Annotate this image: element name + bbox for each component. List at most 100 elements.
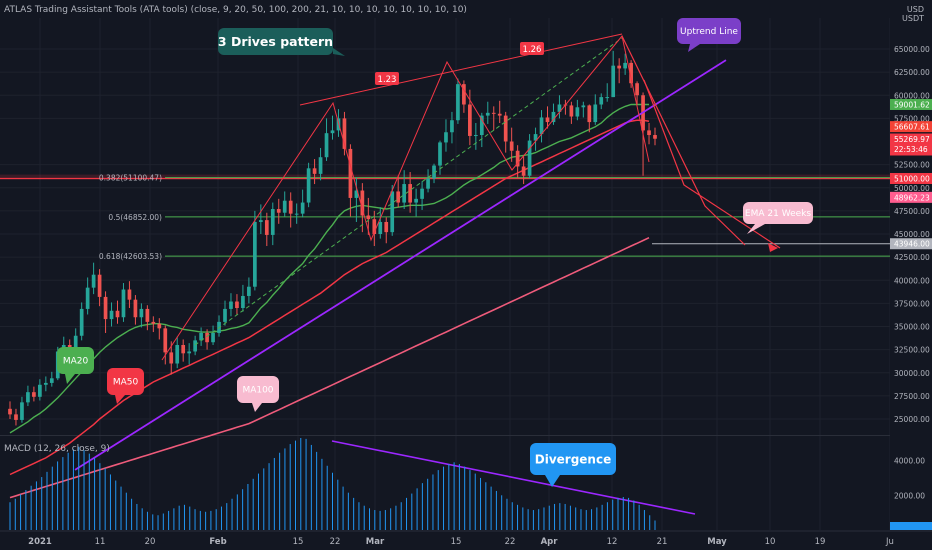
candle-body — [97, 274, 102, 297]
candle-body — [390, 191, 395, 233]
candle-body — [91, 274, 96, 288]
candle-body — [151, 321, 156, 324]
ma50-callout-tail — [115, 395, 125, 404]
candle-body — [169, 352, 174, 364]
three-drives-callout-tail — [333, 48, 345, 56]
macd-tick-label: 4000.00 — [894, 457, 925, 466]
candle-body — [491, 112, 496, 114]
candle-body — [396, 191, 401, 203]
x-tick-label: 15 — [293, 537, 304, 547]
candle-body — [426, 178, 430, 189]
drives-dashed-line — [194, 37, 623, 346]
y-tick-label: 57500.00 — [894, 114, 930, 123]
divergence-callout-bg — [530, 443, 616, 475]
candle-body — [103, 296, 108, 320]
candle-body — [551, 111, 556, 123]
price-badge — [890, 121, 932, 133]
candle-body — [414, 198, 418, 203]
candle-body — [193, 340, 197, 352]
candle-body — [115, 310, 120, 318]
three-drives-callout-bg — [218, 28, 333, 55]
candle-body — [294, 213, 299, 215]
candle-body — [330, 130, 335, 134]
ema21w-callout-bg — [743, 202, 813, 224]
candle-body — [223, 308, 227, 322]
x-tick-label: 21 — [657, 537, 668, 547]
axis-bg — [890, 0, 932, 550]
candle-body — [497, 113, 502, 116]
candle-body — [26, 392, 30, 403]
candle-body — [617, 65, 622, 69]
candle-body — [211, 332, 215, 343]
fib-label: 0.382(51100.47) — [99, 174, 162, 183]
candle-body — [163, 328, 168, 353]
three-drives-callout-text: 3 Drives pattern — [218, 34, 333, 49]
x-tick-label: 20 — [145, 537, 156, 547]
ma100-line — [9, 236, 650, 499]
candle-body — [127, 289, 132, 300]
candle-body — [456, 84, 460, 121]
divergence-callout: Divergence — [530, 443, 616, 487]
ma20-line — [9, 103, 649, 434]
candle-body — [229, 301, 233, 309]
y-tick-label: 50000.00 — [894, 184, 930, 193]
y-tick-label: 60000.00 — [894, 91, 930, 100]
candle-body — [133, 299, 138, 318]
ratio-label-text: 1.23 — [378, 75, 397, 85]
annotations: 3 Drives pattern Uptrend Line EMA 21 Weeks… — [57, 18, 813, 487]
price-badge-text: 51000.00 — [894, 175, 930, 184]
candle-body — [276, 209, 281, 213]
candle-body — [157, 323, 162, 329]
candle-body — [384, 221, 389, 233]
ma50-callout: MA50 — [107, 368, 144, 404]
price-badge-text: 56607.61 — [894, 123, 930, 132]
candle-body — [378, 221, 383, 234]
ratio-label: 1.23 — [375, 72, 399, 85]
candle-body — [521, 166, 526, 176]
candle-body — [38, 384, 42, 397]
x-tick-label: 15 — [451, 537, 462, 547]
ratio-label-bg — [375, 72, 399, 85]
divergence-callout-text: Divergence — [535, 452, 611, 466]
x-tick-label: Apr — [541, 537, 559, 547]
y-tick-label: 52500.00 — [894, 161, 930, 170]
candle-body — [611, 65, 616, 98]
candle-body — [545, 117, 550, 123]
x-tick-label: Feb — [209, 537, 226, 547]
ma100-callout: MA100 — [237, 376, 279, 412]
y-tick-label: 47500.00 — [894, 207, 930, 216]
candle-body — [593, 104, 598, 123]
candle-body — [300, 202, 305, 214]
x-tick-label: Mar — [366, 537, 385, 547]
candle-body — [121, 289, 126, 318]
candle-body — [8, 408, 12, 415]
candle-body — [205, 332, 209, 343]
x-tick-label: 10 — [765, 537, 776, 547]
candle-body — [145, 308, 150, 322]
price-badge-text: 43946.00 — [894, 240, 930, 249]
x-tick-label: 22 — [505, 537, 516, 547]
projection-arrow — [768, 243, 778, 252]
candle-body — [450, 120, 454, 133]
y-tick-label: 45000.00 — [894, 230, 930, 239]
candle-body — [444, 132, 448, 143]
y-tick-label: 40000.00 — [894, 276, 930, 285]
candle-body — [479, 115, 484, 136]
candle-body — [181, 345, 186, 354]
currency-line-1: USD — [906, 5, 924, 14]
ma50-callout-text: MA50 — [113, 378, 139, 388]
candle-body — [408, 184, 412, 203]
candle-body — [306, 168, 311, 203]
y-tick-label: 32500.00 — [894, 346, 930, 355]
candle-body — [187, 351, 192, 354]
price-badge — [890, 133, 932, 156]
ema21w-callout-tail — [747, 224, 765, 234]
fib-levels: 0.382(51100.47) 0.5(46852.00) 0.618(42603.… — [0, 174, 890, 261]
drawings: 1.23 1.26 — [74, 33, 781, 515]
price-badge — [890, 173, 932, 184]
price-badge-text: 48962.23 — [894, 193, 930, 202]
price-badge — [890, 238, 932, 250]
candle-body — [199, 332, 203, 341]
candle-body — [623, 62, 627, 69]
